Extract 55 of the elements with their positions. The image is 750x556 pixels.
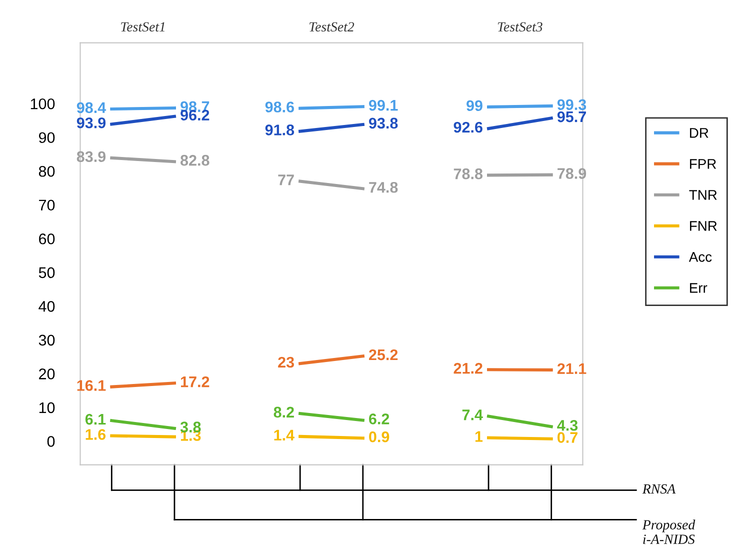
data-label: 4.3 [557,420,578,431]
text: TestSet2 [310,22,354,32]
legend-label: FNR [690,221,717,231]
legend-label: TNR [689,190,717,200]
data-label: 3.8 [180,422,201,432]
text: RNSA [642,484,676,494]
data-label: 25.2 [368,349,398,360]
data-label: 21.1 [557,363,586,374]
legend-label: FPR [690,159,716,169]
y-tick-label: 100 [30,98,55,110]
data-label: 16.1 [77,380,106,391]
data-label: 78.9 [558,168,586,179]
data-label: 98.4 [76,102,106,114]
data-label: 98.6 [265,102,294,112]
text: Proposed i-A-NIDS [642,520,696,544]
y-tick-label: 50 [38,267,55,278]
y-tick-label: 80 [38,166,55,177]
data-label: 83.9 [76,151,106,162]
data-label: 93.9 [76,117,106,128]
data-label: 1.4 [274,430,294,440]
data-label: 99 [466,100,482,112]
data-label: 99.1 [368,100,398,111]
data-label: 95.7 [557,111,586,122]
y-tick-label: 0 [47,436,55,447]
legend-label: Err [690,283,708,293]
data-label: 1.6 [86,429,106,440]
data-label: 6.2 [369,414,390,424]
data-label: 23 [278,356,294,368]
data-label: 0.9 [369,431,390,442]
y-tick-label: 10 [39,402,55,414]
data-label: 8.2 [274,406,294,418]
data-label: 7.4 [462,410,483,420]
data-label: 78.8 [454,168,483,180]
data-label: 77 [278,174,294,186]
data-label: 6.1 [85,414,106,425]
y-tick-label: 40 [38,301,55,312]
data-label: 92.6 [454,122,482,133]
text: TestSet3 [498,22,542,32]
y-tick-label: 20 [39,368,55,380]
data-label: 21.2 [454,362,482,374]
data-label: 74.8 [369,182,398,193]
text: TestSet1 [121,22,164,32]
data-label: 91.8 [265,124,294,136]
y-tick-label: 60 [39,233,55,244]
data-label: 82.8 [180,154,210,166]
data-label: 99.3 [557,99,586,110]
data-label: 0.7 [558,432,578,443]
y-tick-label: 90 [38,132,55,144]
y-tick-label: 30 [38,334,55,346]
legend-label: Acc [688,252,712,262]
data-label: 1 [475,431,483,442]
legend-label: DR [690,128,708,138]
data-label: 17.2 [180,376,210,388]
y-tick-label: 70 [39,200,55,211]
data-label: 93.8 [368,118,398,129]
